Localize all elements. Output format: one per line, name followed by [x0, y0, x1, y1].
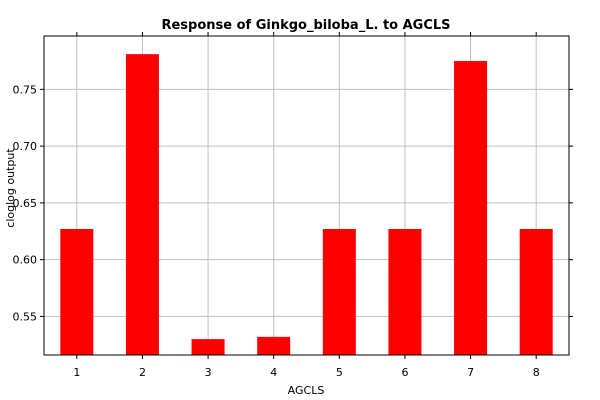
- y-axis-ticks: 0.55 0.60 0.65 0.70 0.75: [13, 83, 573, 323]
- y-tick-label: 0.75: [13, 83, 38, 96]
- bar-8: [519, 228, 553, 355]
- x-tick-label: 2: [139, 366, 146, 379]
- y-tick-label: 0.60: [13, 254, 38, 267]
- grid: [44, 36, 569, 355]
- x-axis-ticks: 1 2 3 4 5 6 7 8: [73, 32, 540, 379]
- bars: [60, 54, 553, 356]
- x-tick-label: 1: [73, 366, 80, 379]
- y-tick-label: 0.65: [13, 197, 38, 210]
- y-axis-label: cloglog output: [4, 148, 17, 228]
- bar-1: [60, 228, 94, 355]
- bar-7: [454, 60, 488, 355]
- plot-frame: [43, 35, 570, 356]
- x-axis-label: AGCLS: [288, 384, 325, 397]
- chart-title: Response of Ginkgo_biloba_L. to AGCLS: [161, 18, 450, 33]
- x-tick-label: 8: [533, 366, 540, 379]
- x-tick-label: 5: [336, 366, 343, 379]
- bar-2: [125, 54, 159, 356]
- bar-5: [322, 228, 356, 355]
- x-tick-label: 7: [467, 366, 474, 379]
- bar-3: [191, 339, 225, 355]
- bar-6: [388, 228, 422, 355]
- x-tick-label: 4: [270, 366, 277, 379]
- x-tick-label: 6: [401, 366, 408, 379]
- x-tick-label: 3: [205, 366, 212, 379]
- y-tick-label: 0.70: [13, 140, 38, 153]
- bar-4: [257, 336, 291, 355]
- y-tick-label: 0.55: [13, 310, 38, 323]
